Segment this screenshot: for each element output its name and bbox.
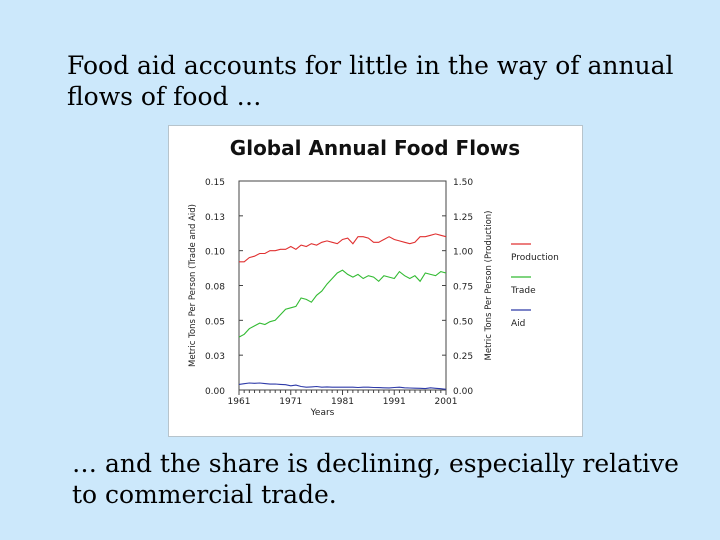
- x-axis-label: Years: [310, 408, 335, 418]
- series-line-aid: [238, 382, 447, 390]
- right-tick-label: 1.00: [453, 248, 473, 258]
- left-tick-label: 0.08: [205, 283, 225, 293]
- series-line-trade: [238, 269, 447, 338]
- heading-line-1: Food aid accounts for little in the way …: [67, 51, 674, 80]
- x-tick-label: 1971: [279, 397, 302, 407]
- footer-line-2: to commercial trade.: [72, 480, 337, 509]
- chart-figure: Global Annual Food Flows 0.00 0.03 0.05 0.0…: [168, 125, 583, 437]
- slide-footer: … and the share is declining, especially…: [72, 448, 692, 510]
- chart-legend: Production Trade Aid: [510, 243, 559, 329]
- chart-title: Global Annual Food Flows: [230, 136, 520, 160]
- right-axis-label: Metric Tons Per Person (Production): [484, 211, 494, 361]
- x-tick-label: 1961: [228, 397, 251, 407]
- right-tick-label: 1.25: [453, 213, 473, 223]
- footer-line-1: … and the share is declining, especially…: [72, 449, 679, 478]
- series-line-production: [239, 233, 447, 263]
- left-tick-label: 0.03: [205, 352, 225, 362]
- food-flows-chart: Global Annual Food Flows 0.000.030.050.0…: [188, 136, 559, 418]
- left-axis-label: Metric Tons Per Person (Trade and Aid): [188, 204, 198, 367]
- legend-label-trade: Trade: [510, 286, 536, 296]
- left-tick-label: 0.13: [205, 213, 225, 223]
- right-tick-label: 0.75: [453, 283, 473, 293]
- heading-line-2: flows of food …: [67, 82, 262, 111]
- legend-label-aid: Aid: [511, 319, 525, 329]
- x-tick-label: 1981: [331, 397, 354, 407]
- plot-frame: [238, 180, 447, 391]
- right-tick-label: 0.50: [453, 317, 473, 327]
- right-tick-label: 1.50: [453, 178, 473, 188]
- right-tick-label: 0.25: [453, 352, 473, 362]
- left-tick-label: 0.05: [205, 317, 225, 327]
- left-tick-label: 0.00: [205, 387, 225, 397]
- slide-heading: Food aid accounts for little in the way …: [67, 50, 687, 112]
- legend-label-production: Production: [511, 253, 559, 263]
- plot-area: 0.00 0.03 0.05 0.08 0.10 0.13 0.15 0.00 0.25 0.50…: [188, 178, 494, 418]
- left-tick-label: 0.15: [205, 178, 225, 188]
- x-tick-label: 2001: [435, 397, 458, 407]
- left-tick-label: 0.10: [205, 248, 225, 258]
- x-tick-label: 1991: [383, 397, 406, 407]
- right-tick-label: 0.00: [453, 387, 473, 397]
